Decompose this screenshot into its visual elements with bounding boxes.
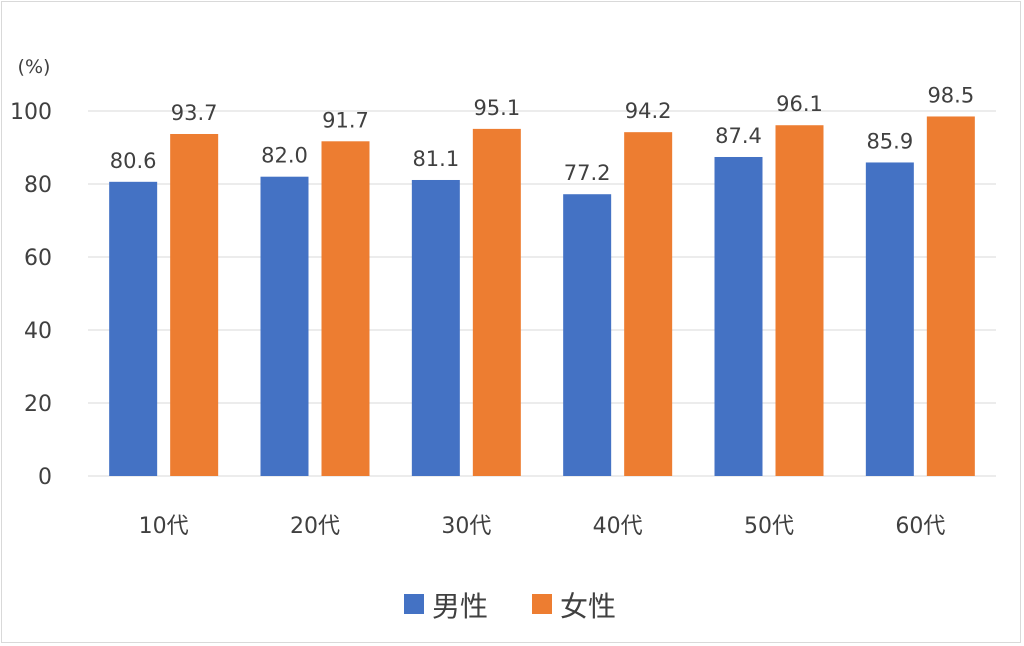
data-label-female-6: 98.5 bbox=[927, 83, 974, 107]
y-tick-label-20: 20 bbox=[24, 392, 52, 417]
data-label-female-5: 96.1 bbox=[776, 92, 823, 116]
bar-female-2 bbox=[321, 141, 370, 477]
data-label-male-6: 85.9 bbox=[866, 129, 913, 153]
x-tick-label-1: 10代 bbox=[139, 514, 189, 539]
data-label-male-2: 82.0 bbox=[261, 144, 308, 168]
data-label-male-5: 87.4 bbox=[715, 124, 762, 148]
bar-female-6 bbox=[926, 116, 975, 476]
x-tick-label-3: 30代 bbox=[441, 514, 491, 539]
data-label-female-2: 91.7 bbox=[322, 108, 369, 132]
data-label-female-1: 93.7 bbox=[171, 101, 218, 125]
bar-female-4 bbox=[624, 132, 673, 477]
bar-male-6 bbox=[865, 162, 914, 476]
legend: 男性 女性 bbox=[404, 590, 616, 623]
bar-male-1 bbox=[109, 181, 158, 476]
x-axis-ticks: 10代 20代 30代 40代 50代 60代 bbox=[139, 514, 946, 539]
legend-swatch-female bbox=[532, 594, 552, 614]
x-tick-label-6: 60代 bbox=[895, 514, 945, 539]
x-tick-label-5: 50代 bbox=[744, 514, 794, 539]
y-tick-label-80: 80 bbox=[24, 173, 52, 198]
data-label-male-3: 81.1 bbox=[412, 147, 459, 171]
y-axis-ticks: 0 20 40 60 80 100 bbox=[10, 100, 52, 490]
bar-female-5 bbox=[775, 125, 824, 477]
data-labels: 80.6 93.7 82.0 91.7 81.1 95.1 77.2 94.2 87.4 96.1… bbox=[110, 83, 974, 185]
bar-male-3 bbox=[411, 179, 460, 477]
y-tick-label-0: 0 bbox=[38, 465, 52, 490]
gridlines bbox=[88, 110, 996, 477]
bar-male-2 bbox=[260, 176, 309, 476]
bar-female-3 bbox=[472, 128, 521, 476]
bar-male-4 bbox=[563, 194, 612, 476]
legend-label-male: 男性 bbox=[432, 590, 488, 623]
data-label-male-1: 80.6 bbox=[110, 149, 157, 173]
x-tick-label-4: 40代 bbox=[593, 514, 643, 539]
legend-swatch-male bbox=[404, 594, 424, 614]
bar-female-1 bbox=[170, 133, 219, 476]
data-label-female-3: 95.1 bbox=[473, 96, 520, 120]
bars bbox=[109, 116, 975, 477]
y-tick-label-100: 100 bbox=[10, 100, 52, 125]
legend-label-female: 女性 bbox=[560, 590, 616, 623]
x-tick-label-2: 20代 bbox=[290, 514, 340, 539]
y-tick-label-40: 40 bbox=[24, 319, 52, 344]
y-axis-unit-label: (%) bbox=[18, 56, 51, 78]
bar-male-5 bbox=[714, 156, 763, 477]
data-label-male-4: 77.2 bbox=[564, 161, 611, 185]
y-tick-label-60: 60 bbox=[24, 246, 52, 271]
data-label-female-4: 94.2 bbox=[625, 99, 672, 123]
